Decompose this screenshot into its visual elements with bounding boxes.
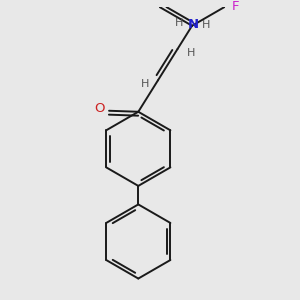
Text: H: H xyxy=(202,20,210,30)
Text: H: H xyxy=(141,79,149,89)
Text: N: N xyxy=(188,18,199,31)
Text: F: F xyxy=(232,0,240,13)
Text: H: H xyxy=(175,18,184,28)
Text: H: H xyxy=(187,48,195,58)
Text: O: O xyxy=(94,102,105,115)
